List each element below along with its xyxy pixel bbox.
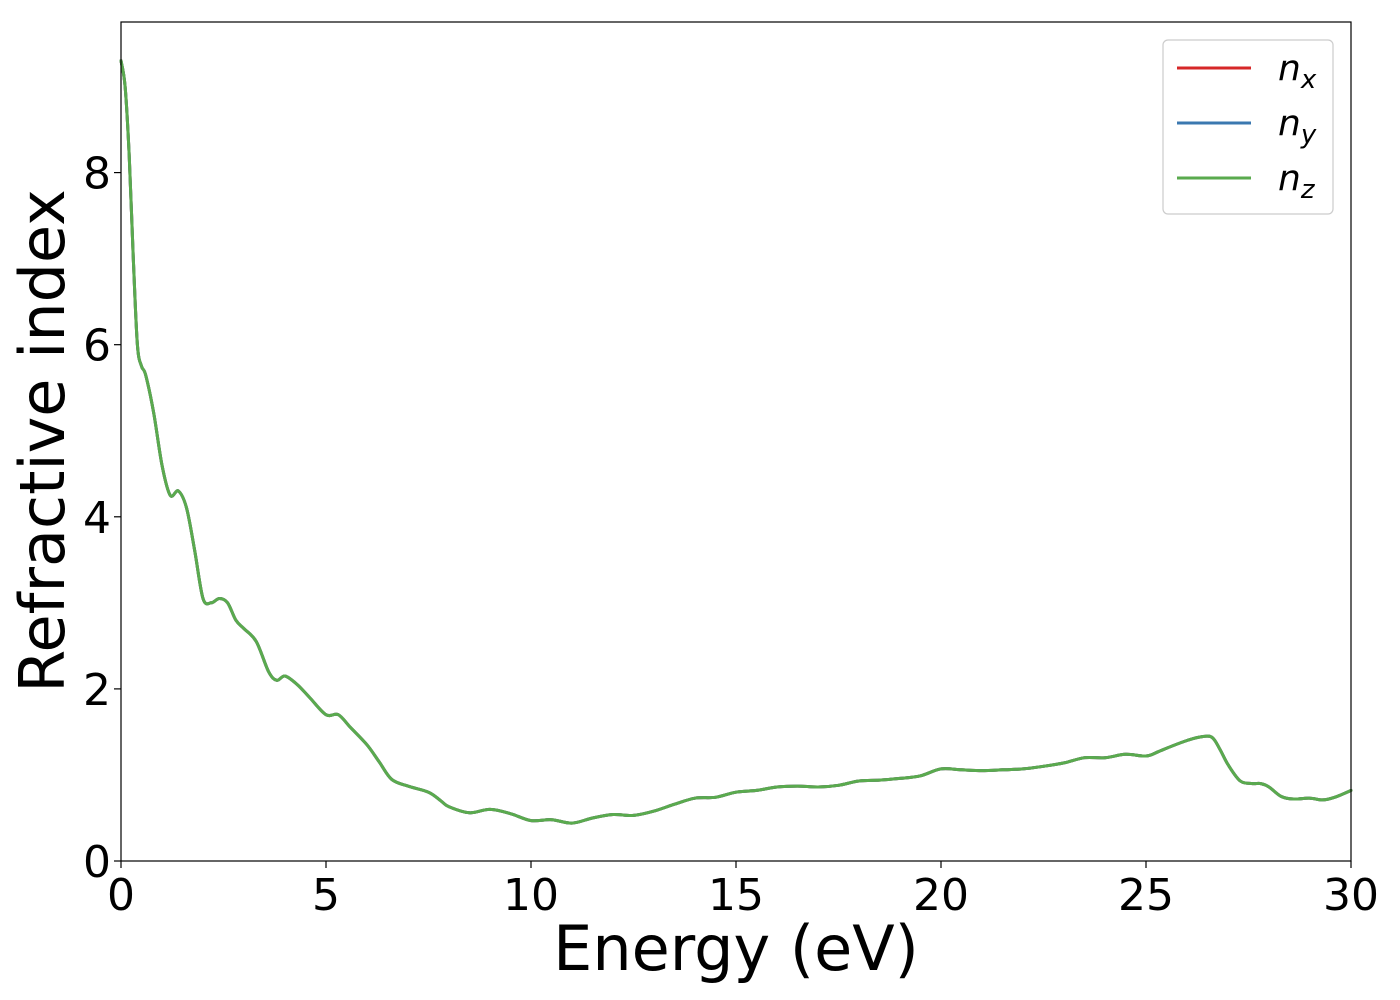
series-lines <box>119 59 1353 825</box>
legend-label-ny: ny <box>1278 103 1317 150</box>
y-tick-label: 2 <box>83 665 111 716</box>
legend-label-nz: nz <box>1278 158 1316 205</box>
y-tick-label: 0 <box>83 837 111 888</box>
x-tick-label: 0 <box>107 870 135 921</box>
x-tick-label: 20 <box>913 870 969 921</box>
x-tick-label: 5 <box>312 870 340 921</box>
legend-label-nx: nx <box>1278 48 1317 95</box>
series-line-nz <box>119 59 1353 825</box>
x-tick-label: 30 <box>1323 870 1379 921</box>
x-tick-label: 15 <box>708 870 764 921</box>
y-tick-label: 8 <box>83 149 111 200</box>
y-axis-label: Refractive index <box>6 189 79 693</box>
y-tick-label: 4 <box>83 493 111 544</box>
x-tick-label: 10 <box>503 870 559 921</box>
legend-box <box>1162 39 1334 215</box>
legend: nx ny nz <box>1162 39 1334 215</box>
x-axis-label: Energy (eV) <box>553 912 919 985</box>
y-axis-ticks: 0 2 4 6 8 <box>83 149 121 888</box>
y-tick-label: 6 <box>83 321 111 372</box>
x-axis-ticks: 0 5 10 15 20 25 30 <box>107 861 1379 921</box>
x-tick-label: 25 <box>1118 870 1174 921</box>
